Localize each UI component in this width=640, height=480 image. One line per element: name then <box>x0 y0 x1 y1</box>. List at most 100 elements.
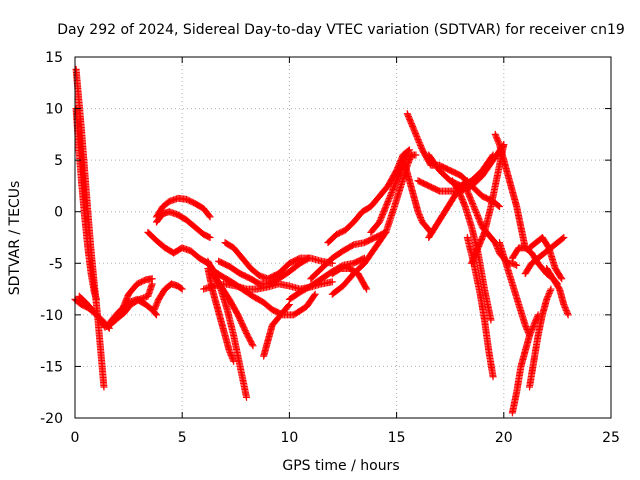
data-point <box>415 137 423 145</box>
data-point <box>387 190 395 198</box>
series-track-t <box>307 228 390 283</box>
data-point <box>152 311 160 319</box>
series-track-g <box>150 280 186 314</box>
data-point <box>410 127 418 135</box>
data-point <box>205 233 213 241</box>
data-point <box>417 215 425 223</box>
data-point <box>562 306 570 314</box>
data-point <box>473 211 481 219</box>
data-point <box>388 187 396 195</box>
series-track-an <box>543 264 572 319</box>
data-point <box>386 192 394 200</box>
data-point <box>150 306 158 314</box>
x-tick-label: 15 <box>388 430 406 446</box>
data-point <box>545 291 553 299</box>
chart-title: Day 292 of 2024, Sidereal Day-to-day VTE… <box>57 22 625 38</box>
data-point <box>471 206 479 214</box>
data-point <box>561 303 569 311</box>
data-point <box>205 212 213 220</box>
data-point <box>229 356 237 364</box>
data-point <box>474 213 482 221</box>
data-point <box>390 184 398 192</box>
data-point <box>522 323 530 331</box>
y-tick-label: 15 <box>45 50 63 66</box>
data-point <box>492 132 500 140</box>
data-point <box>467 195 475 203</box>
data-point <box>472 208 480 216</box>
data-point <box>528 326 536 334</box>
data-point <box>151 304 159 312</box>
data-point <box>153 298 161 306</box>
data-point <box>527 329 535 337</box>
data-point <box>465 192 473 200</box>
series-track-ao <box>526 234 566 283</box>
data-point <box>152 303 160 311</box>
y-tick-label: -20 <box>40 411 63 427</box>
data-point <box>475 216 483 224</box>
series-track-w <box>328 151 420 298</box>
data-point <box>227 350 235 358</box>
data-point <box>381 205 389 213</box>
data-point <box>243 393 251 401</box>
data-point <box>462 183 470 191</box>
data-point <box>416 214 424 222</box>
data-point <box>492 133 500 141</box>
data-point <box>388 189 396 197</box>
data-point <box>383 200 391 208</box>
series-track-al <box>526 285 555 391</box>
data-point <box>362 284 370 292</box>
data-point <box>413 133 421 141</box>
data-point <box>529 324 537 332</box>
data-point <box>545 289 553 297</box>
data-point <box>469 201 477 209</box>
data-point <box>560 234 568 241</box>
data-point <box>463 186 471 194</box>
data-point <box>494 202 502 210</box>
data-point <box>543 295 551 303</box>
data-point <box>379 211 387 219</box>
data-points <box>71 65 572 417</box>
series-track-y <box>401 161 435 236</box>
data-point <box>228 354 236 362</box>
plot-frame <box>74 56 612 419</box>
data-point <box>226 348 234 356</box>
data-point <box>526 330 534 338</box>
data-point <box>410 125 418 133</box>
data-point <box>470 203 478 211</box>
data-point <box>487 316 495 324</box>
x-tick-labels: 0 5 10 15 20 25 <box>71 430 620 446</box>
data-point <box>152 301 160 309</box>
data-point <box>378 212 386 220</box>
series-track-i <box>152 194 214 221</box>
data-point <box>527 327 535 335</box>
x-tick-label: 10 <box>280 430 298 446</box>
data-point <box>526 331 534 339</box>
series-track-c <box>72 105 100 303</box>
axis-ticks <box>74 56 612 419</box>
data-point <box>148 275 156 283</box>
data-point <box>530 320 538 328</box>
data-point <box>412 131 420 139</box>
data-point <box>489 373 497 381</box>
series-track-q <box>221 239 336 283</box>
data-point <box>473 210 481 218</box>
data-point <box>546 287 554 295</box>
data-point <box>477 219 485 227</box>
data-point <box>310 291 318 299</box>
data-point <box>522 324 530 332</box>
x-axis-label: GPS time / hours <box>282 458 399 474</box>
data-point <box>564 311 572 319</box>
data-point <box>285 302 293 310</box>
data-point <box>380 208 388 216</box>
series-track-r <box>260 301 293 360</box>
data-point <box>385 196 393 204</box>
data-point <box>377 215 385 223</box>
x-tick-label: 20 <box>495 430 513 446</box>
data-point <box>206 213 214 221</box>
data-point <box>408 151 416 159</box>
data-point <box>400 158 408 166</box>
data-point <box>248 340 256 348</box>
data-point <box>529 323 537 331</box>
data-point <box>416 141 424 149</box>
x-tick-label: 0 <box>71 430 80 446</box>
